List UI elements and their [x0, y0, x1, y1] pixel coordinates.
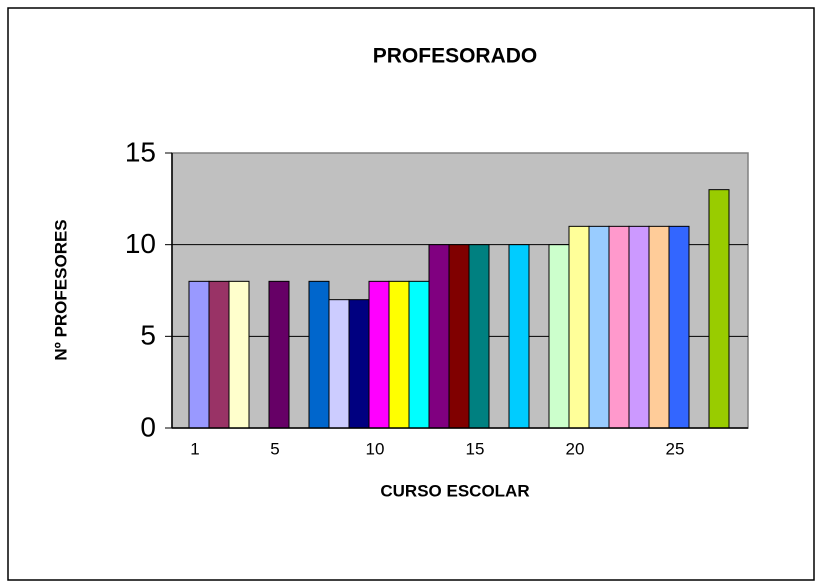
bar — [588, 225, 610, 429]
chart-title: PROFESORADO — [373, 45, 538, 68]
bar — [228, 280, 250, 429]
x-axis-label: CURSO ESCOLAR — [380, 481, 529, 500]
bar — [348, 299, 370, 429]
x-tick-label: 10 — [366, 439, 385, 458]
y-tick-label: 15 — [125, 136, 156, 167]
x-tick-label: 20 — [566, 439, 585, 458]
y-tick-label: 5 — [140, 320, 156, 351]
bar — [188, 280, 210, 429]
bar — [428, 244, 450, 429]
bar — [648, 225, 670, 429]
x-tick-label: 15 — [466, 439, 485, 458]
x-tick-label: 5 — [270, 439, 279, 458]
bar — [568, 225, 590, 429]
bar — [388, 280, 410, 429]
x-tick-label: 1 — [190, 439, 199, 458]
y-axis-label: Nº PROFESORES — [51, 219, 70, 360]
bar — [328, 299, 350, 429]
bar — [368, 280, 390, 429]
bar — [308, 280, 330, 429]
bar — [628, 225, 650, 429]
bar — [508, 244, 530, 429]
y-tick-label: 0 — [140, 411, 156, 442]
y-tick-label: 10 — [125, 228, 156, 259]
bar — [708, 189, 730, 429]
x-tick-label: 25 — [666, 439, 685, 458]
bar — [468, 244, 490, 429]
bar — [608, 225, 630, 429]
bar — [668, 225, 690, 429]
bar — [408, 280, 430, 429]
bar — [208, 280, 230, 429]
bar — [448, 244, 470, 429]
bar — [548, 244, 570, 429]
bar — [268, 280, 290, 429]
